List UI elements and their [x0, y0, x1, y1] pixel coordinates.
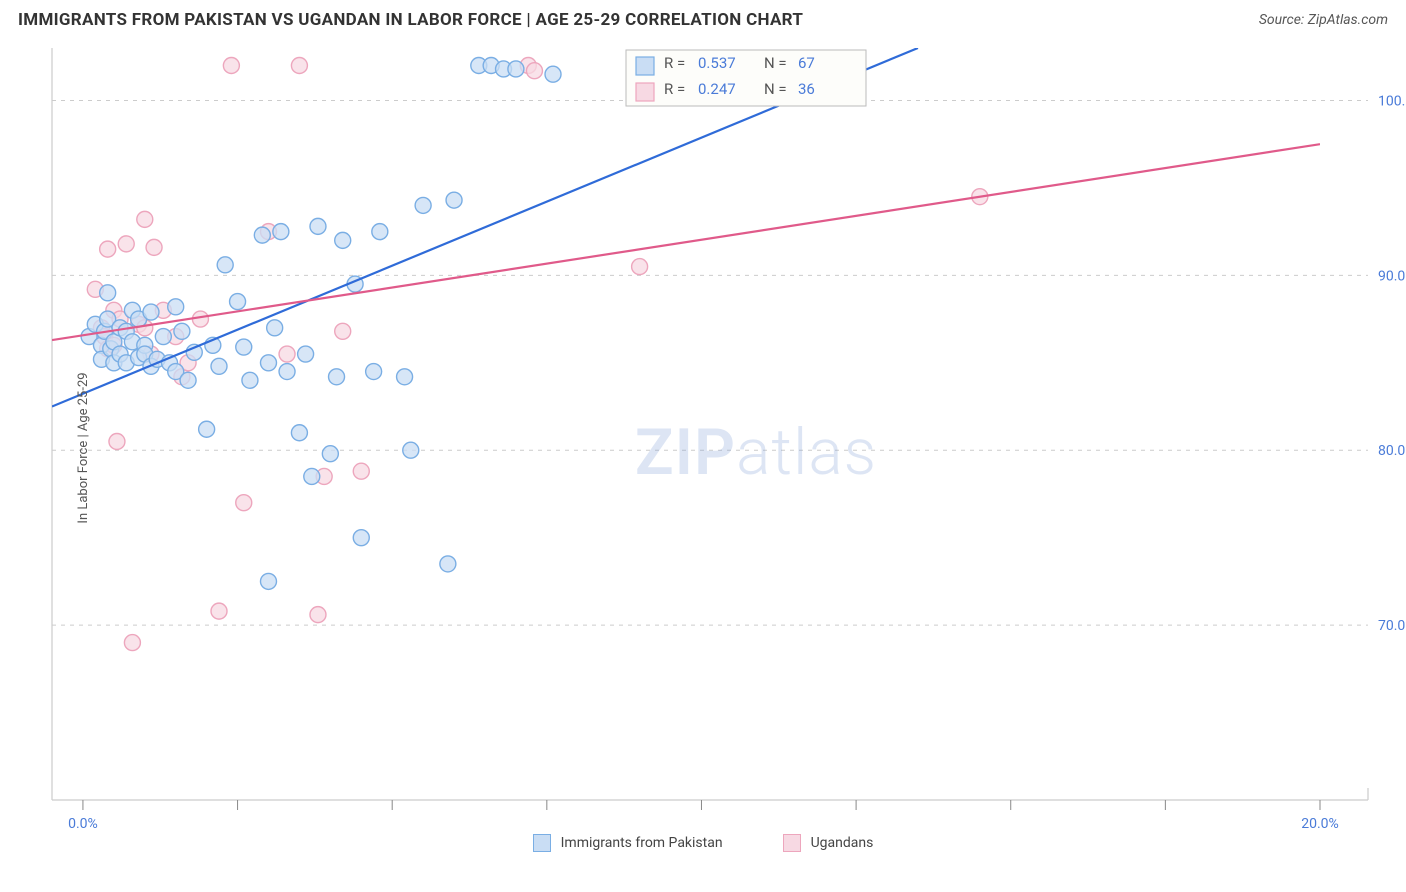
chart-area: In Labor Force | Age 25-29 70.0%80.0%90.… [0, 38, 1406, 858]
chart-header: IMMIGRANTS FROM PAKISTAN VS UGANDAN IN L… [0, 0, 1406, 38]
svg-text:80.0%: 80.0% [1378, 443, 1406, 459]
legend-label-ugandan: Ugandans [811, 835, 874, 851]
svg-text:100.0%: 100.0% [1378, 93, 1406, 109]
source-name: ZipAtlas.com [1308, 12, 1388, 28]
svg-text:R =: R = [664, 54, 685, 72]
svg-text:N =: N = [764, 54, 787, 72]
svg-text:90.0%: 90.0% [1378, 268, 1406, 284]
svg-text:N =: N = [764, 80, 787, 98]
y-axis-label: In Labor Force | Age 25-29 [76, 372, 91, 523]
svg-text:36: 36 [798, 80, 815, 98]
source-prefix: Source: [1259, 12, 1308, 28]
legend-swatch-ugandan [783, 834, 801, 852]
legend-swatch-pakistan [533, 834, 551, 852]
chart-title: IMMIGRANTS FROM PAKISTAN VS UGANDAN IN L… [18, 10, 803, 30]
svg-text:67: 67 [798, 54, 815, 72]
svg-text:ZIPatlas: ZIPatlas [635, 415, 877, 490]
svg-text:0.537: 0.537 [698, 54, 736, 72]
bottom-legend: Immigrants from Pakistan Ugandans [0, 828, 1406, 858]
legend-item-pakistan: Immigrants from Pakistan [533, 834, 723, 852]
svg-text:R =: R = [664, 80, 685, 98]
svg-text:0.247: 0.247 [698, 80, 736, 98]
svg-text:70.0%: 70.0% [1378, 618, 1406, 634]
scatter-chart: 70.0%80.0%90.0%100.0%ZIPatlas0.0%20.0%R … [0, 38, 1406, 858]
source-attribution: Source: ZipAtlas.com [1259, 12, 1388, 28]
legend-label-pakistan: Immigrants from Pakistan [561, 835, 723, 851]
legend-item-ugandan: Ugandans [783, 834, 874, 852]
